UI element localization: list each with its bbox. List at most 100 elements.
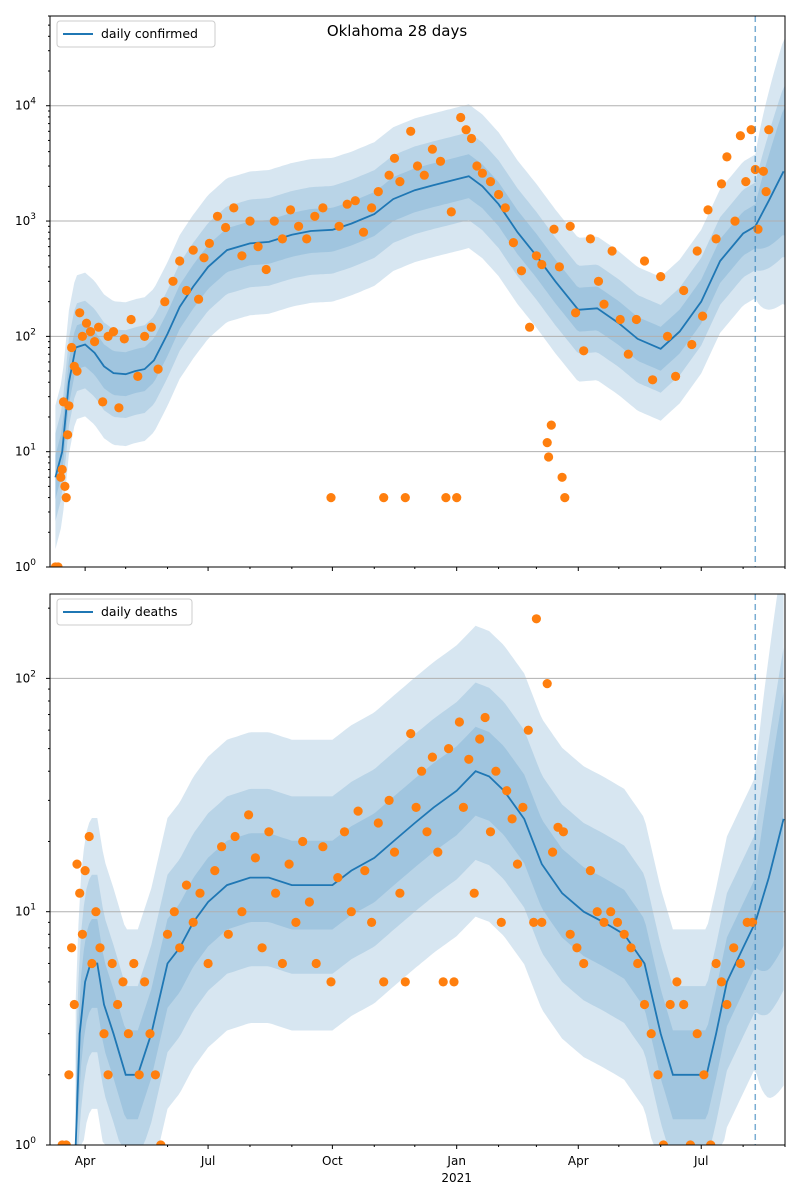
data-point: [400, 493, 410, 503]
data-point: [500, 203, 510, 213]
data-point: [75, 308, 85, 318]
x-tick-sublabel: 2021: [441, 1171, 472, 1185]
deaths-bands: [75, 594, 784, 1145]
data-point: [261, 264, 271, 275]
data-point: [63, 430, 73, 440]
data-point: [67, 342, 77, 353]
deaths-points: [57, 614, 758, 1145]
series-line: [54, 170, 785, 478]
data-point: [685, 1140, 695, 1145]
data-point: [53, 562, 63, 567]
data-point: [118, 977, 128, 987]
data-point: [491, 766, 501, 776]
data-point: [746, 125, 756, 135]
data-point: [72, 366, 82, 376]
data-point: [411, 802, 421, 813]
data-point: [395, 177, 405, 187]
data-point: [761, 187, 771, 197]
data-point: [203, 958, 213, 969]
data-point: [475, 734, 485, 744]
data-point: [646, 1029, 656, 1039]
data-point: [90, 337, 100, 347]
data-point: [367, 203, 377, 213]
data-point: [656, 272, 666, 282]
data-point: [277, 234, 287, 244]
data-point: [417, 766, 427, 776]
confirmed-points: [50, 112, 774, 567]
data-point: [253, 242, 263, 252]
data-point: [671, 371, 681, 381]
data-point: [175, 943, 185, 953]
data-point: [169, 907, 179, 917]
data-point: [679, 999, 689, 1010]
data-point: [615, 314, 625, 325]
data-point: [507, 814, 517, 824]
data-point: [277, 958, 287, 969]
data-point: [572, 943, 582, 953]
data-point: [433, 847, 443, 857]
data-point: [585, 866, 596, 876]
data-point: [146, 322, 156, 332]
data-point: [529, 917, 539, 928]
data-point: [81, 318, 92, 328]
uncertainty-band: [55, 37, 785, 550]
data-point: [212, 211, 223, 221]
data-point: [69, 999, 79, 1010]
deaths-line: [74, 770, 785, 1145]
deaths-legend: daily deaths: [56, 598, 193, 626]
uncertainty-band: [75, 594, 784, 1145]
data-point: [518, 802, 528, 813]
data-point: [452, 493, 462, 503]
data-point: [558, 827, 569, 837]
data-point: [427, 752, 437, 762]
data-point: [531, 614, 542, 624]
data-point: [631, 314, 642, 325]
data-point: [703, 205, 713, 215]
data-point: [168, 276, 178, 286]
data-point: [758, 166, 769, 176]
data-point: [123, 1029, 133, 1039]
data-point: [716, 179, 727, 189]
data-point: [61, 1140, 71, 1145]
data-point: [585, 234, 596, 244]
data-point: [395, 888, 405, 898]
data-point: [554, 262, 565, 272]
data-point: [311, 958, 321, 969]
data-point: [480, 712, 490, 723]
data-point: [291, 917, 301, 928]
data-point: [542, 438, 552, 448]
data-point: [56, 472, 66, 482]
data-point: [326, 977, 336, 987]
data-point: [373, 187, 383, 197]
series-line: [74, 770, 785, 1145]
data-point: [153, 364, 163, 374]
data-point: [729, 943, 739, 953]
data-point: [537, 259, 547, 270]
data-point: [639, 256, 650, 266]
uncertainty-band: [75, 647, 784, 1145]
data-point: [735, 131, 746, 141]
data-point: [140, 331, 150, 341]
axes-frame: [49, 15, 786, 568]
confirmed-legend: daily confirmed: [56, 20, 216, 48]
data-point: [269, 216, 279, 226]
data-point: [699, 1070, 709, 1080]
data-point: [285, 205, 296, 215]
data-point: [77, 331, 87, 341]
data-point: [639, 999, 650, 1010]
confirmed-line: [54, 170, 785, 478]
data-point: [237, 251, 247, 261]
deaths-legend-label: daily deaths: [101, 604, 178, 619]
data-point: [406, 126, 416, 136]
data-point: [294, 221, 304, 231]
data-point: [108, 327, 119, 337]
data-point: [722, 152, 732, 162]
data-point: [546, 420, 556, 430]
x-tick-label: Jan: [446, 1154, 466, 1168]
data-point: [160, 297, 170, 307]
data-point: [662, 331, 673, 341]
data-point: [107, 958, 117, 969]
data-point: [284, 859, 294, 869]
